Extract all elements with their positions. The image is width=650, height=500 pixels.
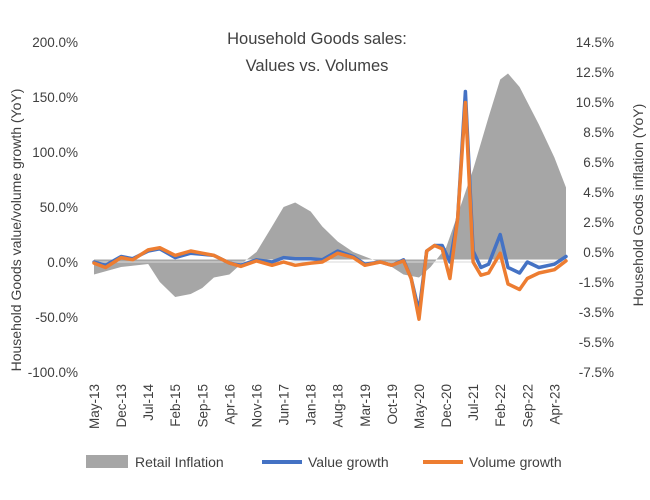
right-tick-label: 0.5% bbox=[583, 245, 614, 260]
left-tick-label: 200.0% bbox=[32, 35, 78, 50]
x-tick-label: Apr-23 bbox=[547, 384, 562, 425]
x-tick-label: May-20 bbox=[412, 384, 427, 429]
x-tick-label: Jun-17 bbox=[277, 384, 292, 425]
right-tick-label: 2.5% bbox=[583, 215, 614, 230]
x-tick-label: Sep-22 bbox=[520, 384, 535, 428]
right-tick-label: -1.5% bbox=[579, 275, 614, 290]
left-tick-label: 50.0% bbox=[40, 200, 78, 215]
left-axis-ticks: -100.0% -50.0% 0.0% 50.0% 100.0% 150.0% 200.0% bbox=[28, 35, 78, 380]
right-tick-label: 14.5% bbox=[576, 35, 614, 50]
right-axis-ticks: -7.5% -5.5% -3.5% -1.5% 0.5% 2.5% 4.5% 6.5% 8.5%… bbox=[576, 35, 614, 380]
growth-lines-layer bbox=[92, 89, 568, 321]
right-tick-label: -5.5% bbox=[579, 335, 614, 350]
x-tick-label: Dec-13 bbox=[114, 384, 129, 428]
x-tick-label: Feb-22 bbox=[493, 384, 508, 427]
x-tick-label: May-13 bbox=[87, 384, 102, 429]
left-tick-label: 0.0% bbox=[47, 255, 78, 270]
right-tick-label: 10.5% bbox=[576, 95, 614, 110]
x-tick-label: Sep-15 bbox=[195, 384, 210, 428]
legend: Retail Inflation Value growth Volume gro… bbox=[86, 454, 562, 470]
legend-label-value-growth: Value growth bbox=[308, 454, 389, 470]
left-tick-label: 150.0% bbox=[32, 90, 78, 105]
x-tick-label: Jan-18 bbox=[304, 384, 319, 425]
legend-label-volume-growth: Volume growth bbox=[469, 454, 562, 470]
x-tick-label: Dec-20 bbox=[439, 384, 454, 428]
right-axis-title: Household Goods inflation (YoY) bbox=[630, 104, 646, 307]
chart-title: Household Goods sales: Values vs. Volume… bbox=[227, 30, 407, 75]
legend-label-retail-inflation: Retail Inflation bbox=[135, 454, 224, 470]
chart-title-line-2: Values vs. Volumes bbox=[246, 57, 389, 75]
x-tick-label: Oct-19 bbox=[385, 384, 400, 425]
x-tick-label: Mar-19 bbox=[358, 384, 373, 427]
x-axis-ticks: May-13 Dec-13 Jul-14 Feb-15 Sep-15 Apr-16 Nov-… bbox=[87, 384, 562, 429]
right-tick-label: 12.5% bbox=[576, 65, 614, 80]
right-tick-label: 4.5% bbox=[583, 185, 614, 200]
legend-item-value-growth: Value growth bbox=[262, 454, 389, 470]
right-tick-label: 8.5% bbox=[583, 125, 614, 140]
right-tick-label: -7.5% bbox=[579, 365, 614, 380]
x-tick-label: Feb-15 bbox=[168, 384, 183, 427]
x-tick-label: Aug-18 bbox=[331, 384, 346, 428]
right-tick-label: -3.5% bbox=[579, 305, 614, 320]
legend-item-volume-growth: Volume growth bbox=[423, 454, 562, 470]
x-tick-label: Nov-16 bbox=[250, 384, 265, 428]
left-axis-title: Household Goods value/volume growth (YoY… bbox=[8, 89, 24, 372]
left-tick-label: -100.0% bbox=[28, 365, 78, 380]
legend-swatch-retail-inflation bbox=[86, 455, 128, 468]
left-tick-label: 100.0% bbox=[32, 145, 78, 160]
legend-item-retail-inflation: Retail Inflation bbox=[86, 454, 224, 470]
x-tick-label: Apr-16 bbox=[222, 384, 237, 425]
x-tick-label: Jul-21 bbox=[466, 384, 481, 421]
left-tick-label: -50.0% bbox=[35, 310, 78, 325]
chart-title-line-1: Household Goods sales: bbox=[227, 30, 407, 48]
volume-growth-line bbox=[92, 100, 568, 321]
x-tick-label: Jul-14 bbox=[141, 384, 156, 421]
right-tick-label: 6.5% bbox=[583, 155, 614, 170]
